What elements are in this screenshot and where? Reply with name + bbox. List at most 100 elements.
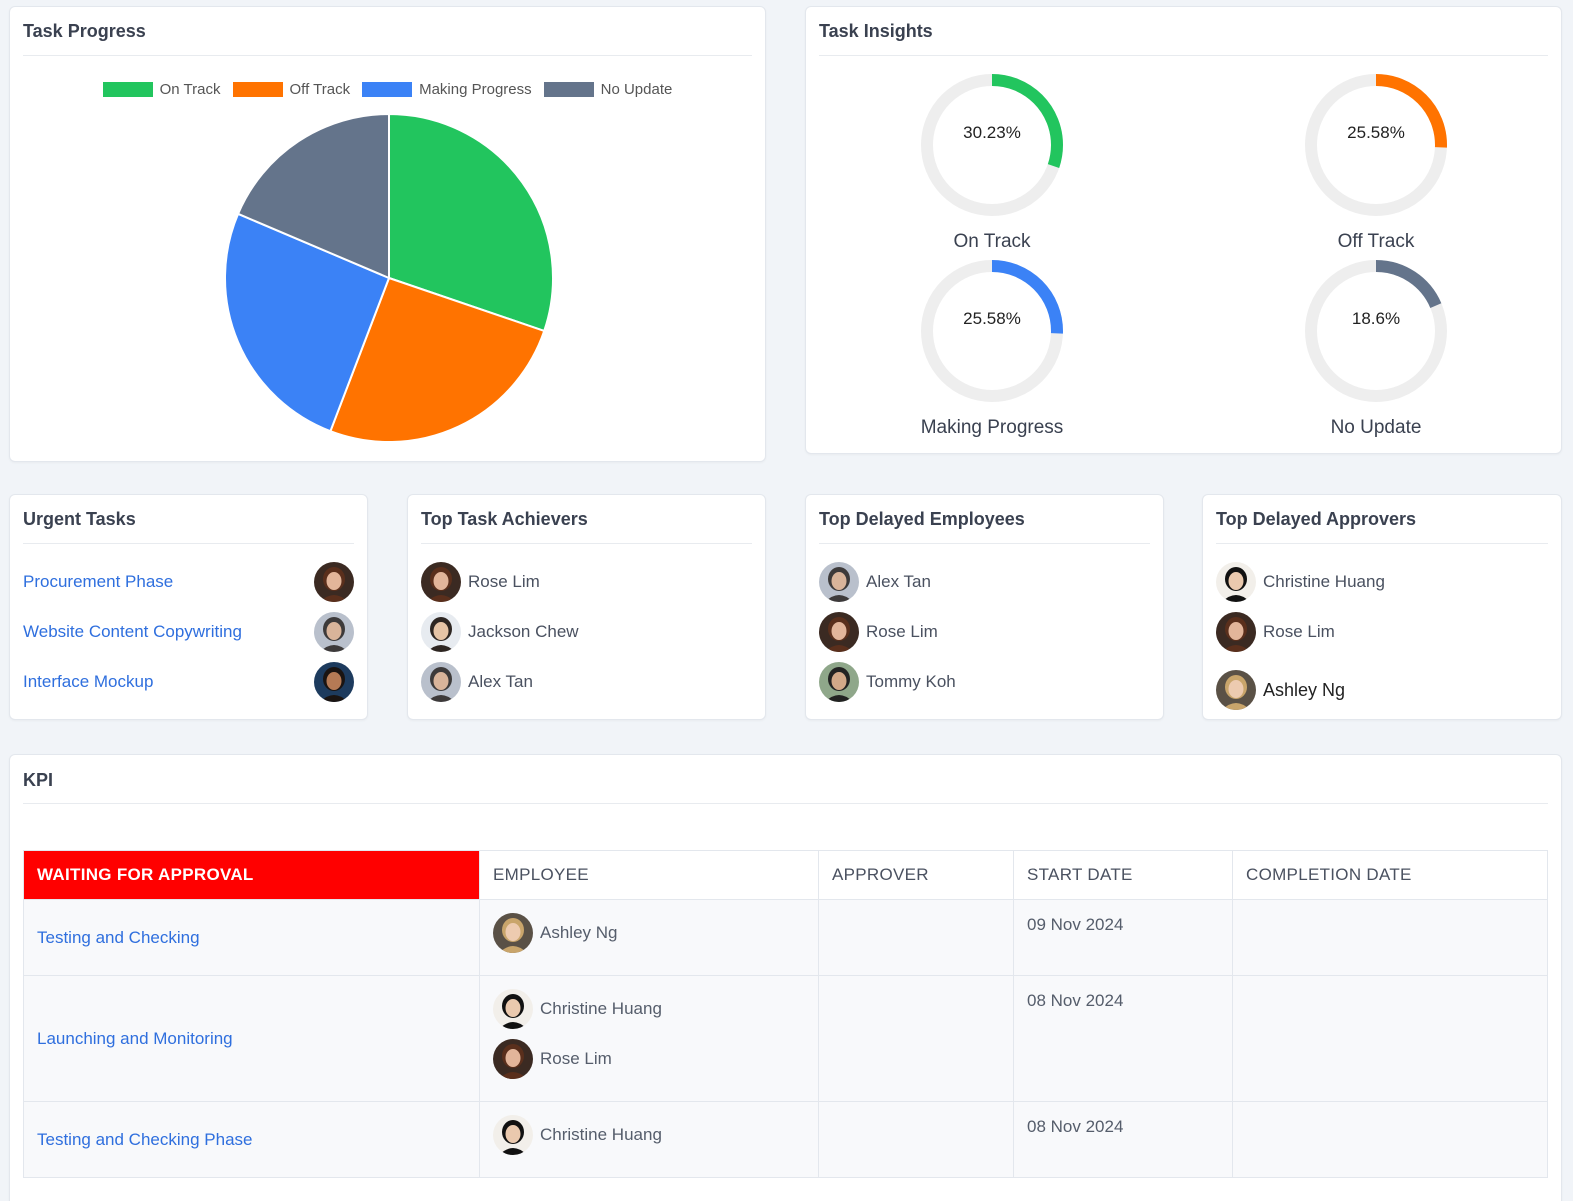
- avatar: [314, 662, 354, 702]
- start-date-cell: 09 Nov 2024: [1013, 899, 1233, 976]
- avatar: [819, 612, 859, 652]
- avatar: [421, 662, 461, 702]
- avatar-portrait: [314, 562, 354, 602]
- employee-name: Christine Huang: [540, 1125, 662, 1144]
- task-link[interactable]: Testing and Checking Phase: [37, 1129, 253, 1149]
- legend-item-no-update[interactable]: No Update: [543, 81, 673, 98]
- insight-off-track: 25.58% Off Track: [1276, 65, 1476, 253]
- urgent-tasks-title: Urgent Tasks: [23, 509, 136, 529]
- legend-item-making-progress[interactable]: Making Progress: [362, 81, 532, 98]
- donut-value: 30.23%: [963, 123, 1021, 142]
- legend-label: No Update: [600, 81, 673, 98]
- urgent-task-link[interactable]: Website Content Copywriting: [23, 622, 242, 641]
- task-progress-card: Task Progress On Track Off Track Making …: [9, 6, 766, 462]
- top-delayed-employees-title: Top Delayed Employees: [819, 509, 1025, 529]
- top-achievers-card: Top Task Achievers Rose Lim Jackson Chew: [407, 494, 766, 720]
- legend-item-off-track[interactable]: Off Track: [232, 81, 351, 98]
- donut-label: Making Progress: [920, 417, 1064, 438]
- donut-value: 18.6%: [1351, 309, 1401, 328]
- insight-no-update: 18.6% No Update: [1276, 251, 1476, 439]
- table-header-row: WAITING FOR APPROVAL EMPLOYEE APPROVER S…: [23, 850, 1548, 900]
- legend-swatch: [543, 82, 594, 97]
- task-insights-title: Task Insights: [819, 21, 933, 41]
- pie-slice-making-progress[interactable]: [224, 212, 391, 433]
- employee-name: Tommy Koh: [866, 672, 956, 691]
- avatar: [493, 989, 533, 1029]
- top-delayed-approvers-card: Top Delayed Approvers Christine Huang Ro…: [1202, 494, 1562, 720]
- divider: [1216, 543, 1548, 544]
- divider: [819, 55, 1548, 56]
- list-item: Rose Lim: [1216, 607, 1548, 657]
- pie-slice-no-update[interactable]: [236, 112, 390, 280]
- column-header[interactable]: START DATE: [1013, 850, 1233, 900]
- top-achievers-list: Rose Lim Jackson Chew Alex Tan: [421, 557, 752, 707]
- employee-name: Alex Tan: [468, 672, 533, 691]
- table-row: Testing and Checking Phase Christine Hua…: [23, 1101, 1548, 1178]
- task-insights-card: Task Insights 30.23% On Track 25.58% Off Tr…: [805, 6, 1562, 454]
- avatar: [314, 612, 354, 652]
- legend-item-on-track[interactable]: On Track: [102, 81, 221, 98]
- column-header[interactable]: EMPLOYEE: [479, 850, 819, 900]
- task-cell: Launching and Monitoring: [23, 975, 480, 1102]
- avatar: [493, 1039, 533, 1079]
- avatar-portrait: [819, 562, 859, 602]
- avatar-portrait: [421, 662, 461, 702]
- list-item: Tommy Koh: [819, 657, 1150, 707]
- donut-arc: [921, 74, 1063, 216]
- urgent-task-link[interactable]: Interface Mockup: [23, 672, 154, 691]
- completion-date-cell: [1232, 899, 1548, 976]
- approver-name: Rose Lim: [1263, 622, 1335, 641]
- employee-cell: Ashley Ng: [479, 899, 819, 976]
- column-header[interactable]: COMPLETION DATE: [1232, 850, 1548, 900]
- list-item: Jackson Chew: [421, 607, 752, 657]
- donut-chart: [1305, 260, 1447, 402]
- pie-slice-off-track[interactable]: [329, 276, 546, 443]
- avatar: [421, 562, 461, 602]
- column-header[interactable]: APPROVER: [818, 850, 1014, 900]
- avatar-portrait: [421, 562, 461, 602]
- donut-value: 25.58%: [1347, 123, 1405, 142]
- employee-name: Ashley Ng: [540, 923, 618, 942]
- top-delayed-approvers-title: Top Delayed Approvers: [1216, 509, 1417, 529]
- column-header[interactable]: WAITING FOR APPROVAL: [23, 850, 480, 900]
- approver-cell: [818, 899, 1014, 976]
- avatar-portrait: [314, 662, 354, 702]
- employee-name: Jackson Chew: [468, 622, 579, 641]
- employee-name: Christine Huang: [540, 999, 662, 1018]
- pie-slice-on-track[interactable]: [388, 112, 554, 333]
- table-row: Testing and Checking Ashley Ng 09 Nov 20…: [23, 899, 1548, 976]
- employee-name: Rose Lim: [468, 572, 540, 591]
- avatar-portrait: [493, 1039, 533, 1079]
- completion-date-cell: [1232, 1101, 1548, 1178]
- legend-swatch: [362, 82, 413, 97]
- top-delayed-employees-list: Alex Tan Rose Lim Tommy Koh: [819, 557, 1150, 707]
- insight-making-progress: 25.58% Making Progress: [892, 251, 1092, 439]
- avatar-portrait: [493, 913, 533, 953]
- divider: [23, 55, 752, 56]
- employee-entry: Ashley Ng: [493, 908, 818, 958]
- completion-date-cell: [1232, 975, 1548, 1102]
- avatar: [314, 562, 354, 602]
- urgent-task-link[interactable]: Procurement Phase: [23, 572, 174, 591]
- top-delayed-approvers-list: Christine Huang Rose Lim Ashley Ng: [1216, 557, 1548, 715]
- legend-swatch: [232, 82, 283, 97]
- task-progress-pie-chart: [224, 112, 554, 443]
- donut-label: Off Track: [1337, 231, 1415, 252]
- urgent-tasks-card: Urgent Tasks Procurement Phase Website C…: [9, 494, 368, 720]
- avatar: [421, 612, 461, 652]
- kpi-table: WAITING FOR APPROVAL EMPLOYEE APPROVER S…: [23, 850, 1548, 1178]
- avatar-portrait: [819, 612, 859, 652]
- avatar: [819, 562, 859, 602]
- avatar-portrait: [493, 989, 533, 1029]
- task-link[interactable]: Launching and Monitoring: [37, 1028, 233, 1048]
- urgent-tasks-list: Procurement Phase Website Content Copywr…: [23, 557, 354, 707]
- insight-on-track: 30.23% On Track: [892, 65, 1092, 253]
- legend-label: Off Track: [289, 81, 351, 98]
- avatar-portrait: [493, 1115, 533, 1155]
- chart-legend: On Track Off Track Making Progress No Up…: [10, 81, 765, 98]
- employee-name: Rose Lim: [540, 1049, 612, 1068]
- divider: [23, 803, 1548, 804]
- kpi-card: KPI WAITING FOR APPROVAL EMPLOYEE APPROV…: [9, 754, 1562, 1201]
- task-link[interactable]: Testing and Checking: [37, 927, 200, 947]
- employee-entry: Christine Huang: [493, 984, 818, 1034]
